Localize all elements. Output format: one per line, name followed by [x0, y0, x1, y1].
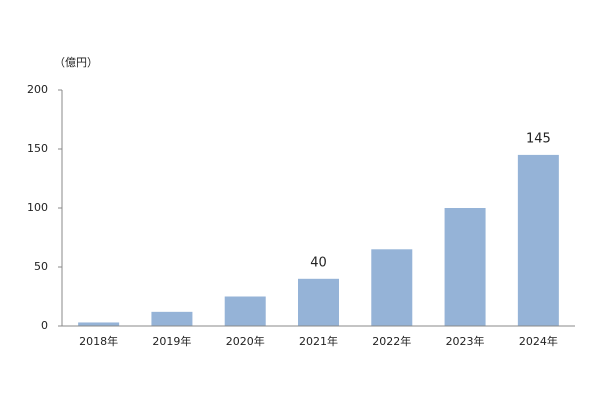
x-tick-label: 2023年	[446, 334, 485, 348]
data-label: 145	[526, 131, 551, 146]
data-label: 40	[310, 255, 327, 270]
y-tick-label: 100	[27, 201, 48, 214]
x-tick-label: 2021年	[299, 334, 338, 348]
x-tick-label: 2020年	[226, 334, 265, 348]
bar	[517, 154, 559, 326]
y-tick-label: 0	[41, 319, 48, 332]
y-tick-label: 200	[27, 83, 48, 96]
y-tick-label: 50	[34, 260, 48, 273]
y-unit-label: （億円）	[54, 56, 98, 69]
x-tick-label: 2019年	[152, 334, 191, 348]
x-tick-label: 2022年	[372, 334, 411, 348]
bar	[371, 249, 413, 326]
x-tick-label: 2018年	[79, 334, 118, 348]
bar	[298, 278, 339, 326]
x-tick-label: 2024年	[519, 334, 558, 348]
y-tick-label: 150	[27, 142, 48, 155]
bar	[444, 208, 486, 326]
bar	[151, 311, 193, 326]
bar	[224, 296, 266, 326]
bar	[78, 322, 120, 326]
